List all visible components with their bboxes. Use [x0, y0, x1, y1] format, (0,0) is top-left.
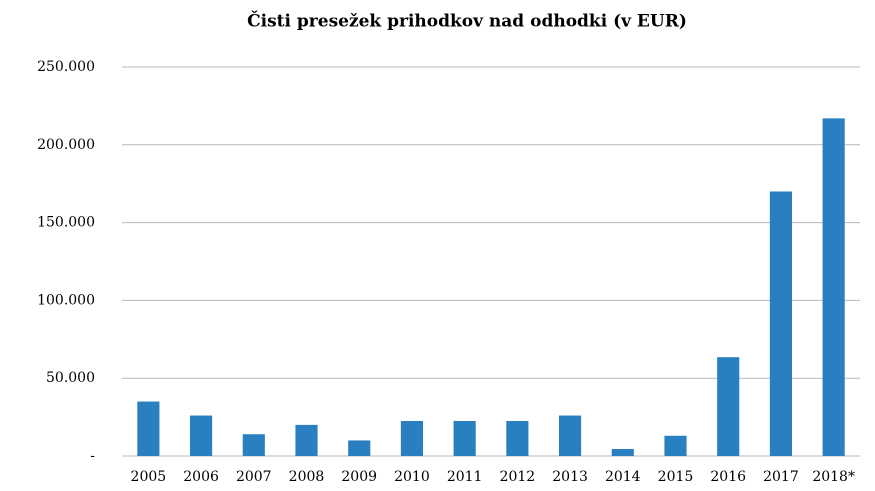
- x-tick-label: 2011: [447, 469, 483, 485]
- y-tick-label: 250.000: [37, 59, 95, 75]
- bar: [453, 420, 476, 456]
- bar: [559, 415, 582, 456]
- y-tick-label: -: [90, 448, 95, 464]
- x-tick-label: 2015: [658, 469, 694, 485]
- x-tick-label: 2007: [236, 469, 272, 485]
- bar: [348, 440, 371, 456]
- chart-title: Čisti presežek prihodkov nad odhodki (v …: [247, 11, 687, 32]
- x-tick-label: 2009: [341, 469, 377, 485]
- bar: [506, 420, 529, 456]
- x-tick-label: 2012: [500, 469, 536, 485]
- bar: [242, 434, 265, 456]
- y-tick-label: 50.000: [46, 370, 95, 386]
- bar: [717, 357, 740, 456]
- y-tick-label: 150.000: [37, 215, 95, 231]
- bar: [664, 435, 687, 456]
- y-tick-label: 100.000: [37, 292, 95, 308]
- x-tick-label: 2008: [289, 469, 325, 485]
- y-tick-label: 200.000: [37, 137, 95, 153]
- bar: [400, 420, 423, 456]
- bar: [190, 415, 213, 456]
- bar: [295, 424, 318, 456]
- bar: [611, 448, 634, 456]
- x-tick-label: 2017: [763, 469, 799, 485]
- x-tick-label: 2010: [394, 469, 430, 485]
- x-tick-label: 2005: [131, 469, 167, 485]
- x-tick-label: 2014: [605, 469, 641, 485]
- bar: [137, 401, 160, 456]
- bar: [769, 191, 792, 457]
- x-tick-label: 2018*: [812, 469, 855, 485]
- x-tick-label: 2006: [183, 469, 219, 485]
- bar: [822, 118, 845, 457]
- x-tick-label: 2013: [552, 469, 588, 485]
- x-tick-label: 2016: [710, 469, 746, 485]
